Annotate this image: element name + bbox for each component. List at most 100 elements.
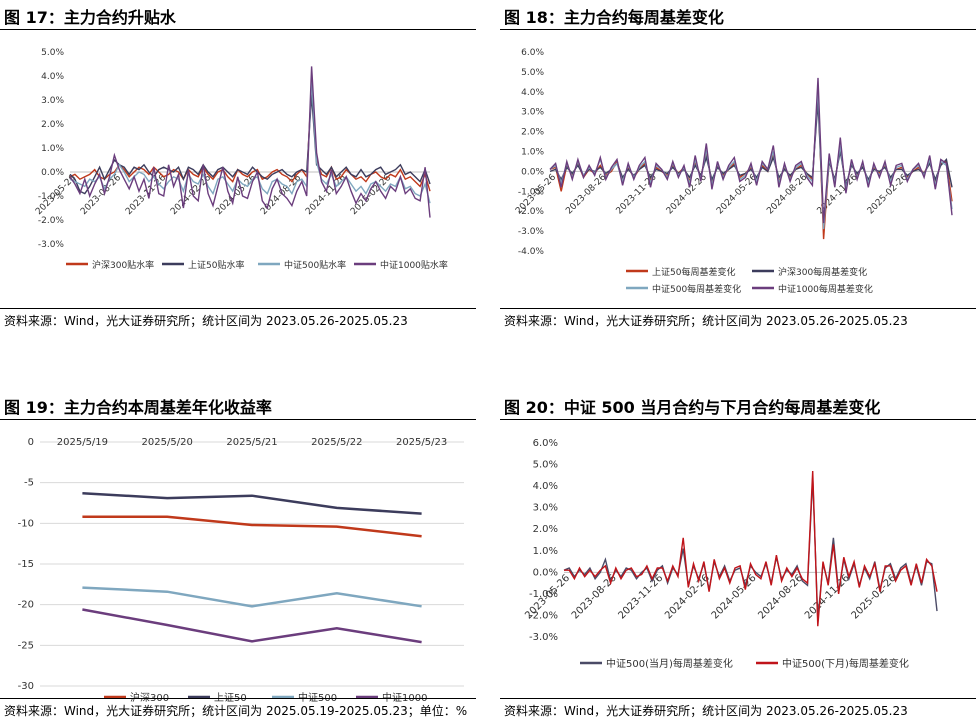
y-tick-label: 6.0% (521, 48, 544, 58)
legend-label: 沪深300每周基差变化 (778, 266, 867, 278)
series-line-1 (564, 470, 938, 627)
y-tick-label: 5.0% (41, 48, 64, 58)
x-tick-label: 2023-08-26 (564, 172, 608, 216)
series-line-1 (69, 95, 431, 195)
series-line-2 (549, 87, 953, 230)
y-tick-label: 2.0% (41, 120, 64, 130)
y-tick-label: 1.0% (533, 546, 558, 557)
y-tick-label: 0.0% (533, 567, 558, 578)
series-line-2 (82, 586, 422, 608)
y-tick-label: 2.0% (521, 128, 544, 138)
chart-title: 图 17：主力合约升贴水 (4, 8, 176, 27)
series-line-2 (69, 80, 431, 204)
y-tick-label: 4.0% (521, 88, 544, 98)
chart-panel-annualized-basis-return: 图 19：主力合约本周基差年化收益率 0 -5 -10 -15 -20 -25 -30 202… (0, 390, 476, 718)
y-tick-label: 4.0% (533, 481, 558, 492)
title-rule (0, 29, 476, 30)
x-tick-label: 2025/5/22 (311, 437, 362, 448)
y-tick-label: 1.0% (521, 148, 544, 158)
y-tick-label: -20 (18, 600, 34, 611)
source-rule (0, 308, 476, 309)
series-line-3 (82, 608, 422, 644)
y-tick-label: 0.0% (521, 167, 544, 177)
chart-panel-csi500-front-next: 图 20：中证 500 当月合约与下月合约每周基差变化 -3.0% -2.0% -1… (500, 390, 976, 718)
legend-label: 中证500贴水率 (284, 259, 346, 271)
legend-label: 中证1000每周基差变化 (778, 283, 873, 295)
x-tick-label: 2024-11-26 (304, 173, 348, 217)
y-tick-label: -5 (24, 478, 34, 489)
source-note: 资料来源：Wind，光大证券研究所；统计区间为 2025.05.19-2025.… (4, 704, 468, 718)
y-tick-label: -1.0% (38, 192, 65, 202)
y-tick-label: 5.0% (521, 68, 544, 78)
y-tick-label: -10 (18, 518, 34, 529)
x-tick-label: 2025/5/23 (396, 437, 447, 448)
x-tick-label: 2023-11-26 (616, 573, 665, 622)
line-chart-csi500-front-next: -3.0% -2.0% -1.0% 0.0% 1.0% 2.0% 3.0% 4.0% 5.0% 6… (523, 438, 938, 670)
y-tick-label: 2.0% (533, 524, 558, 535)
y-tick-label: 0 (28, 437, 34, 448)
x-tick-label: 2024-05-26 (715, 172, 759, 216)
line-chart-weekly-basis-change: -4.0% -3.0% -2.0% -1.0% 0.0% 1.0% 2.0% 3.0% 4.0%… (514, 48, 953, 295)
y-tick-label: -25 (18, 640, 34, 651)
title-rule (500, 419, 976, 420)
legend-label: 中证500每周基差变化 (652, 283, 741, 295)
title-rule (500, 29, 976, 30)
x-tick-label: 2025-02-26 (850, 573, 899, 622)
chart-panel-weekly-basis-change: 图 18：主力合约每周基差变化 -4.0% -3.0% -2.0% -1.0% 0.0%… (500, 0, 976, 340)
legend-label: 中证500 (298, 691, 337, 704)
series-line-1 (82, 491, 422, 515)
source-note: 资料来源：Wind，光大证券研究所；统计区间为 2023.05.26-2025.… (504, 704, 908, 718)
x-tick-label: 2025/5/19 (57, 437, 108, 448)
y-tick-label: 5.0% (533, 460, 558, 471)
series-line-0 (563, 477, 938, 620)
title-rule (0, 419, 476, 420)
y-tick-label: -2.0% (529, 610, 558, 621)
y-tick-label: 3.0% (533, 503, 558, 514)
y-tick-label: -3.0% (518, 227, 545, 237)
chart-panel-premium-discount: 图 17：主力合约升贴水 -3.0% -2.0% -1.0% 0.0% 1.0% 2.0%… (0, 0, 476, 340)
legend-label: 中证500(当月)每周基差变化 (606, 657, 733, 670)
legend-label: 上证50每周基差变化 (652, 266, 735, 278)
x-tick-label: 2025-02-26 (866, 172, 910, 216)
x-tick-label: 2024-05-26 (710, 573, 759, 622)
legend-label: 沪深300 (130, 691, 169, 704)
line-chart-annualized-basis-return: 0 -5 -10 -15 -20 -25 -30 2025/5/19 2025/5/20 2025… (18, 437, 464, 704)
y-tick-label: -1.0% (518, 187, 545, 197)
y-tick-label: -3.0% (38, 240, 65, 250)
legend-label: 中证500(下月)每周基差变化 (782, 657, 909, 670)
legend-label: 中证1000贴水率 (380, 259, 448, 271)
legend-label: 上证50贴水率 (188, 259, 244, 271)
line-chart-premium-discount: -3.0% -2.0% -1.0% 0.0% 1.0% 2.0% 3.0% 4.0% 5.0% 2… (34, 48, 448, 271)
source-rule (0, 698, 476, 699)
y-tick-label: -3.0% (529, 632, 558, 643)
y-tick-label: -4.0% (518, 247, 545, 257)
series-line-3 (69, 66, 431, 218)
chart-title: 图 20：中证 500 当月合约与下月合约每周基差变化 (504, 398, 881, 417)
source-note: 资料来源：Wind，光大证券研究所；统计区间为 2023.05.26-2025.… (504, 314, 908, 328)
y-tick-label: -1.0% (529, 589, 558, 600)
y-tick-label: -30 (18, 681, 34, 692)
legend-label: 沪深300贴水率 (92, 259, 154, 271)
y-tick-label: 0.0% (41, 168, 64, 178)
y-tick-label: -2.0% (518, 207, 545, 217)
chart-title: 图 18：主力合约每周基差变化 (504, 8, 724, 27)
y-tick-label: -2.0% (38, 216, 65, 226)
series-line-0 (82, 515, 422, 538)
source-rule (500, 698, 976, 699)
source-note: 资料来源：Wind，光大证券研究所；统计区间为 2023.05.26-2025.… (4, 314, 408, 328)
y-tick-label: -15 (18, 559, 34, 570)
x-tick-label: 2024-08-26 (765, 172, 809, 216)
series-line-3 (549, 77, 953, 224)
y-tick-label: 3.0% (41, 96, 64, 106)
series-line-0 (69, 85, 431, 192)
y-tick-label: 1.0% (41, 144, 64, 154)
source-rule (500, 308, 976, 309)
y-tick-label: 6.0% (533, 438, 558, 449)
y-tick-label: 4.0% (41, 72, 64, 82)
x-tick-label: 2024-08-26 (259, 173, 303, 217)
x-tick-label: 2025/5/20 (142, 437, 193, 448)
y-tick-label: 3.0% (521, 108, 544, 118)
chart-title: 图 19：主力合约本周基差年化收益率 (4, 398, 272, 417)
legend-label: 中证1000 (382, 691, 427, 704)
x-tick-label: 2025/5/21 (226, 437, 277, 448)
